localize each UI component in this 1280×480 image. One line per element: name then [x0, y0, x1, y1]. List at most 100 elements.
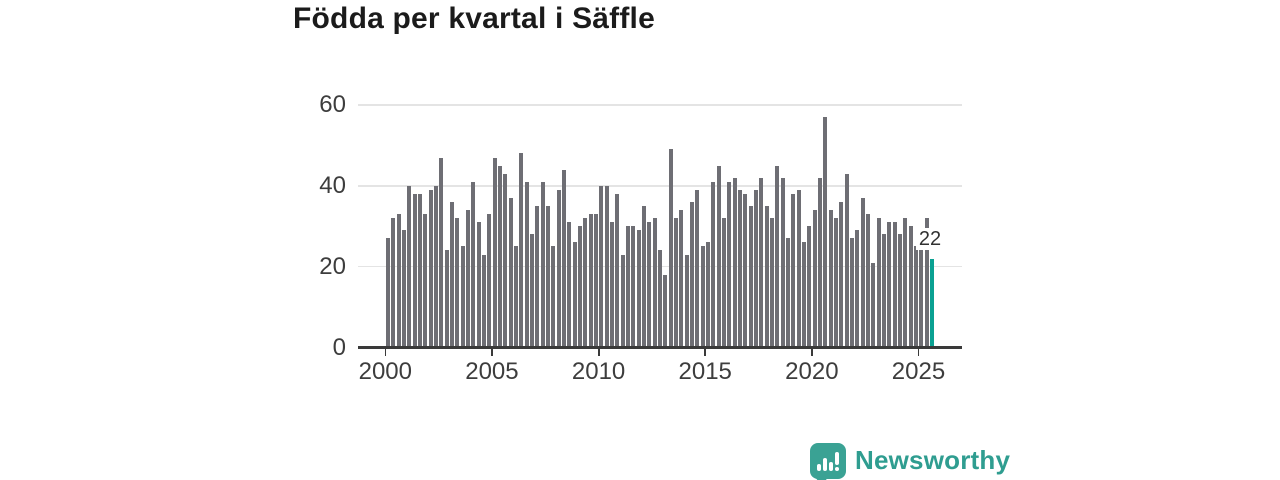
x-tick-label: 2025 [891, 357, 946, 385]
bar [796, 189, 801, 348]
highlighted-bar [929, 258, 934, 348]
bar [615, 193, 620, 348]
bar [743, 193, 748, 348]
bar [812, 210, 817, 348]
bar [705, 242, 710, 348]
logo-exclamation-icon [835, 452, 839, 465]
bar [769, 218, 774, 348]
bar [535, 206, 540, 348]
bar [865, 214, 870, 348]
newsworthy-logo[interactable]: Newsworthy [808, 441, 1010, 480]
bar [401, 230, 407, 348]
bar [753, 189, 758, 348]
bar [572, 242, 577, 348]
bar [583, 218, 588, 348]
bar [673, 218, 679, 348]
bar [828, 210, 833, 348]
bar [412, 193, 417, 348]
bar [737, 189, 742, 348]
bar [588, 214, 593, 348]
bar [599, 185, 604, 348]
x-axis-tick [491, 348, 493, 356]
bar [908, 226, 913, 348]
bar [593, 214, 599, 348]
bar [492, 157, 497, 348]
bar [913, 246, 918, 348]
bar [508, 197, 513, 348]
bar [833, 218, 838, 348]
bar [732, 177, 737, 348]
y-tick-label: 40 [319, 171, 346, 199]
bar [391, 218, 396, 348]
x-axis-line [358, 346, 962, 349]
bar [487, 214, 492, 348]
bar [668, 149, 673, 348]
bar [759, 177, 764, 348]
bar [540, 181, 545, 348]
bar [396, 214, 401, 348]
bar [801, 242, 806, 348]
bar [503, 173, 508, 348]
bar [823, 117, 828, 348]
bar [407, 185, 412, 348]
bar [647, 222, 652, 348]
bar [780, 177, 785, 348]
x-tick-label: 2005 [465, 357, 519, 385]
bar [625, 226, 631, 348]
bar [695, 189, 700, 348]
bar [444, 250, 449, 348]
bar [524, 181, 529, 348]
chart-title: Födda per kvartal i Säffle [293, 2, 655, 35]
bar [689, 201, 695, 348]
x-axis-tick [917, 348, 920, 356]
bar [551, 246, 556, 348]
bar [417, 193, 423, 348]
bar [716, 165, 721, 348]
bar [428, 189, 433, 348]
bar [455, 218, 460, 348]
bar [764, 206, 769, 348]
bar [567, 222, 572, 348]
newsworthy-wordmark: Newsworthy [855, 445, 1011, 475]
logo-bar-icon [817, 464, 821, 471]
y-tick-label: 20 [319, 252, 346, 280]
bar [721, 218, 726, 348]
bar [652, 218, 657, 348]
bar [460, 246, 465, 348]
bar [855, 230, 860, 348]
bar [919, 246, 924, 348]
bar [609, 222, 615, 348]
newsworthy-logo-icon [810, 443, 846, 480]
bar [561, 169, 567, 348]
bar [481, 254, 487, 348]
y-tick-label: 60 [319, 90, 346, 118]
bar [849, 238, 854, 348]
logo-bar-icon [823, 458, 827, 471]
logo-bar-icon [829, 462, 833, 471]
bar [903, 218, 908, 348]
bar [679, 210, 684, 348]
bar [748, 206, 753, 348]
bar [860, 197, 865, 348]
x-tick-label: 2015 [678, 357, 732, 385]
bar [497, 165, 503, 348]
bar [817, 177, 822, 348]
bar [423, 214, 428, 348]
bar [727, 181, 732, 348]
y-tick-label: 0 [332, 333, 346, 361]
bar [871, 262, 876, 348]
gridline [358, 104, 962, 106]
x-axis-tick [384, 348, 387, 356]
bar [545, 206, 551, 348]
bar [844, 173, 849, 348]
x-tick-label: 2010 [571, 357, 626, 385]
bar [604, 185, 609, 348]
bar [556, 189, 561, 348]
bar [439, 157, 444, 348]
bar [711, 181, 716, 348]
bar [684, 254, 689, 348]
bar [631, 226, 636, 348]
x-axis-tick [811, 348, 813, 356]
bar [700, 246, 705, 348]
